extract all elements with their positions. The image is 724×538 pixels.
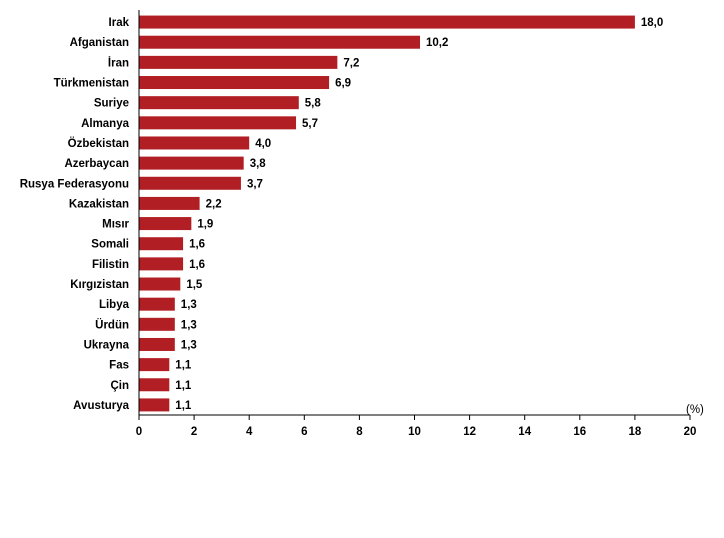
x-tick-label-5: 10 — [408, 426, 421, 438]
bar-4 — [139, 96, 299, 110]
bar-8 — [139, 176, 241, 190]
bar-5 — [139, 116, 297, 130]
bar-1 — [139, 35, 421, 49]
value-label-19: 1,1 — [175, 400, 192, 412]
category-label-16: Ukrayna — [84, 339, 130, 351]
x-tick-label-7: 14 — [518, 426, 531, 438]
category-label-15: Ürdün — [95, 318, 129, 331]
bar-10 — [139, 217, 192, 231]
bar-14 — [139, 297, 175, 311]
category-label-12: Filistin — [92, 259, 129, 271]
bar-15 — [139, 317, 175, 331]
x-tick-label-1: 2 — [191, 426, 197, 438]
category-label-9: Kazakistan — [69, 198, 129, 210]
bar-9 — [139, 196, 200, 210]
value-label-0: 18,0 — [641, 17, 663, 29]
x-tick-label-2: 4 — [246, 426, 253, 438]
category-label-10: Mısır — [102, 219, 129, 231]
x-tick-label-4: 8 — [356, 426, 363, 438]
value-label-15: 1,3 — [181, 319, 197, 331]
category-label-17: Fas — [109, 360, 129, 372]
category-label-3: Türkmenistan — [54, 78, 129, 90]
bar-18 — [139, 378, 170, 392]
bar-6 — [139, 136, 250, 150]
value-label-4: 5,8 — [305, 98, 322, 110]
bar-0 — [139, 15, 635, 29]
value-label-18: 1,1 — [175, 380, 192, 392]
category-label-0: Irak — [109, 17, 130, 29]
category-label-11: Somali — [91, 239, 129, 251]
x-axis-unit-label: (%) — [686, 404, 704, 416]
value-label-6: 4,0 — [255, 138, 271, 150]
value-label-17: 1,1 — [175, 360, 192, 372]
category-label-8: Rusya Federasyonu — [20, 178, 129, 190]
bars-group — [139, 15, 635, 412]
x-ticks-group: 0 2 4 6 8 10 12 14 16 18 20 — [136, 415, 697, 438]
category-label-19: Avusturya — [73, 400, 129, 412]
x-tick-label-8: 16 — [573, 426, 586, 438]
value-label-14: 1,3 — [181, 299, 197, 311]
category-label-6: Özbekistan — [68, 137, 129, 150]
value-label-10: 1,9 — [197, 219, 213, 231]
category-label-13: Kırgızistan — [70, 279, 129, 291]
bar-17 — [139, 358, 170, 372]
category-label-4: Suriye — [94, 98, 129, 110]
x-tick-label-6: 12 — [463, 426, 476, 438]
bar-16 — [139, 337, 175, 351]
value-label-1: 10,2 — [426, 37, 448, 49]
value-label-2: 7,2 — [343, 57, 359, 69]
value-label-13: 1,5 — [186, 279, 203, 291]
value-labels-group: 18,0 10,2 7,2 6,9 5,8 5,7 4,0 3,8 3,7 2,2 1,9 1,6 1,… — [175, 17, 663, 412]
bar-19 — [139, 398, 170, 412]
bar-12 — [139, 257, 184, 271]
value-label-11: 1,6 — [189, 239, 205, 251]
bar-7 — [139, 156, 244, 170]
bar-11 — [139, 237, 184, 251]
bar-13 — [139, 277, 181, 291]
value-label-16: 1,3 — [181, 339, 197, 351]
category-label-2: İran — [108, 56, 129, 69]
value-label-8: 3,7 — [247, 178, 263, 190]
category-label-7: Azerbaycan — [64, 158, 129, 170]
bar-3 — [139, 76, 330, 90]
x-tick-label-10: 20 — [684, 426, 697, 438]
x-tick-label-3: 6 — [301, 426, 307, 438]
x-tick-label-9: 18 — [629, 426, 642, 438]
value-label-5: 5,7 — [302, 118, 318, 130]
value-label-3: 6,9 — [335, 78, 351, 90]
category-label-14: Libya — [99, 299, 130, 311]
category-label-18: Çin — [110, 380, 129, 392]
x-tick-label-0: 0 — [136, 426, 142, 438]
category-label-1: Afganistan — [70, 37, 129, 49]
value-label-7: 3,8 — [250, 158, 267, 170]
bar-2 — [139, 55, 338, 69]
value-label-12: 1,6 — [189, 259, 205, 271]
category-label-5: Almanya — [81, 118, 130, 130]
value-label-9: 2,2 — [206, 198, 222, 210]
category-labels-group: Irak Afganistan İran Türkmenistan Suriye Alma… — [20, 17, 130, 412]
